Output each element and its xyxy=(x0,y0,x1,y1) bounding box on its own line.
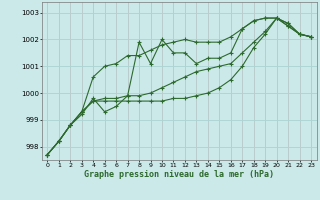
X-axis label: Graphe pression niveau de la mer (hPa): Graphe pression niveau de la mer (hPa) xyxy=(84,170,274,179)
